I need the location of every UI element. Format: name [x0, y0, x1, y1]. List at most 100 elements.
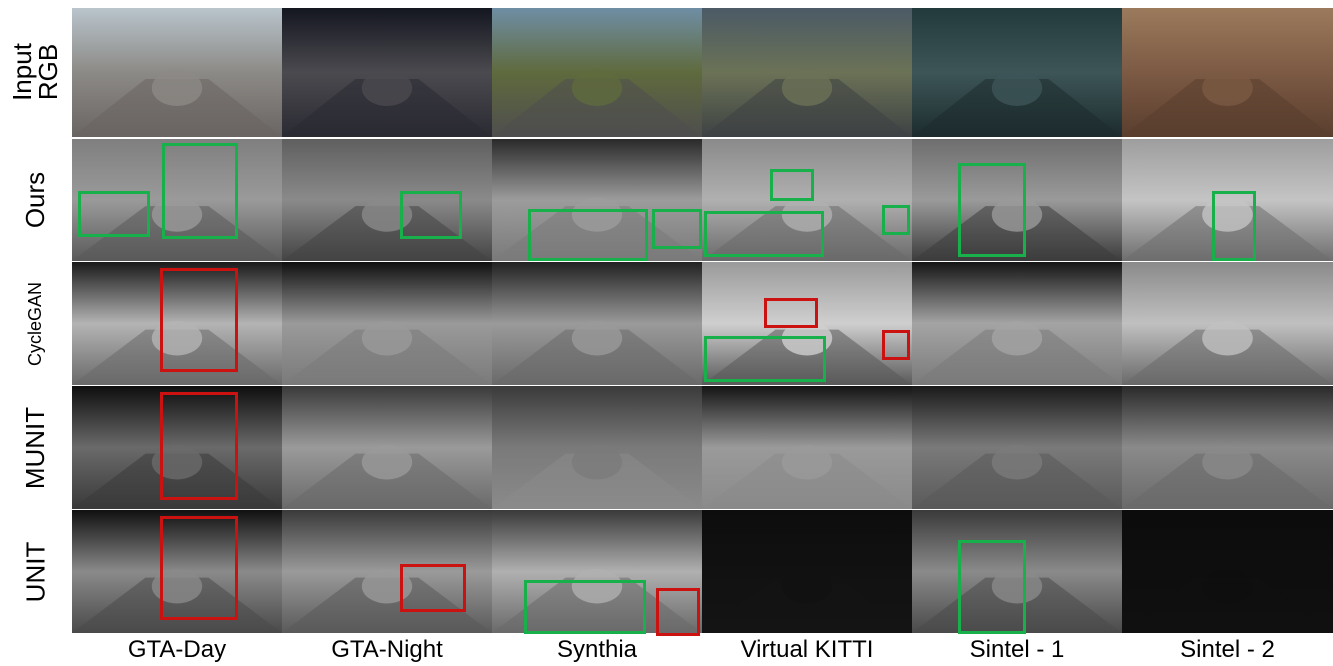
result-image-unit-vkitti [702, 510, 912, 633]
result-image-munit-sintel1 [912, 386, 1122, 509]
scene-road-shape [1122, 206, 1333, 261]
row-label-line: RGB [32, 43, 63, 101]
scene-object-shape [151, 69, 203, 107]
image-scene [72, 386, 282, 509]
scene-object-shape [361, 569, 413, 604]
col-label-sintel-2: Sintel - 2 [1180, 636, 1275, 663]
scene-object-shape [991, 445, 1043, 480]
image-scene [72, 510, 282, 633]
scene-road-shape [72, 453, 282, 509]
col-label-gta-night: GTA-Night [331, 636, 443, 663]
image-scene [1122, 386, 1333, 509]
green-highlight-box [400, 191, 462, 239]
row-label-text: UNIT [19, 541, 50, 603]
image-scene [1122, 262, 1333, 385]
scene-object-shape [1202, 69, 1253, 107]
result-image-ours-gta-day [72, 139, 282, 261]
scene-object-shape [1202, 321, 1253, 356]
scene-road-shape [492, 206, 702, 261]
scene-object-shape [571, 569, 623, 604]
image-scene [72, 8, 282, 137]
green-highlight-box [162, 143, 238, 239]
result-image-munit-synthia [492, 386, 702, 509]
green-highlight-box [958, 540, 1026, 634]
scene-road-shape [702, 453, 912, 509]
scene-object-shape [781, 69, 833, 107]
col-label-gta-day: GTA-Day [127, 636, 227, 663]
result-image-munit-sintel2 [1122, 386, 1333, 509]
scene-road-shape [282, 577, 492, 633]
green-highlight-box [882, 205, 910, 235]
green-highlight-box [652, 209, 702, 249]
scene-object-shape [151, 321, 203, 356]
image-scene [912, 139, 1122, 261]
red-highlight-box [160, 268, 238, 372]
scene-road-shape [702, 329, 912, 385]
scene-object-shape [781, 569, 833, 604]
image-scene [282, 139, 492, 261]
scene-object-shape [571, 197, 623, 232]
result-image-munit-gta-night [282, 386, 492, 509]
scene-road-shape [912, 453, 1122, 509]
row-label-text: CycleGAN [25, 281, 46, 367]
red-highlight-box [764, 298, 818, 328]
scene-object-shape [1202, 445, 1253, 480]
result-image-input-gta-night [282, 8, 492, 137]
red-highlight-box [882, 330, 910, 360]
scene-road-shape [282, 78, 492, 137]
col-label-virtual-kitti: Virtual KITTI [740, 636, 874, 663]
scene-road-shape [702, 577, 912, 633]
scene-road-shape [912, 78, 1122, 137]
scene-object-shape [361, 445, 413, 480]
result-image-unit-sintel1 [912, 510, 1122, 633]
image-scene [282, 262, 492, 385]
result-image-unit-gta-day [72, 510, 282, 633]
result-image-ours-sintel1 [912, 139, 1122, 261]
row-label-text: Ours [20, 171, 50, 228]
row-label-input: Input RGB [0, 8, 70, 136]
scene-road-shape [702, 206, 912, 261]
result-image-input-synthia [492, 8, 702, 137]
image-scene [912, 262, 1122, 385]
row-label-unit: UNIT [0, 510, 70, 634]
image-scene [282, 386, 492, 509]
scene-object-shape [781, 197, 833, 232]
image-scene [1122, 8, 1333, 137]
scene-object-shape [1202, 569, 1253, 604]
red-highlight-box [160, 392, 238, 500]
result-image-input-sintel1 [912, 8, 1122, 137]
result-image-cyclegan-sintel2 [1122, 262, 1333, 385]
result-image-input-gta-day [72, 8, 282, 137]
result-image-ours-sintel2 [1122, 139, 1333, 261]
image-scene [912, 386, 1122, 509]
green-highlight-box [528, 209, 648, 261]
scene-road-shape [492, 577, 702, 633]
scene-road-shape [72, 78, 282, 137]
scene-road-shape [1122, 453, 1333, 509]
image-scene [492, 386, 702, 509]
scene-road-shape [492, 453, 702, 509]
scene-object-shape [361, 197, 413, 232]
col-label-sintel-1: Sintel - 1 [969, 636, 1065, 663]
result-image-cyclegan-gta-night [282, 262, 492, 385]
row-label-text: MUNIT [20, 406, 51, 490]
scene-road-shape [492, 329, 702, 385]
scene-road-shape [492, 78, 702, 137]
result-image-unit-sintel2 [1122, 510, 1333, 633]
result-image-cyclegan-vkitti [702, 262, 912, 385]
image-scene [912, 8, 1122, 137]
scene-object-shape [991, 321, 1043, 356]
result-image-cyclegan-synthia [492, 262, 702, 385]
row-label-munit: MUNIT [0, 386, 70, 510]
image-scene [72, 139, 282, 261]
scene-object-shape [571, 445, 623, 480]
scene-object-shape [571, 69, 623, 107]
result-image-ours-gta-night [282, 139, 492, 261]
scene-object-shape [991, 69, 1043, 107]
image-scene [492, 8, 702, 137]
green-highlight-box [704, 211, 824, 257]
red-highlight-box [160, 516, 238, 620]
image-scene [492, 262, 702, 385]
scene-object-shape [151, 445, 203, 480]
